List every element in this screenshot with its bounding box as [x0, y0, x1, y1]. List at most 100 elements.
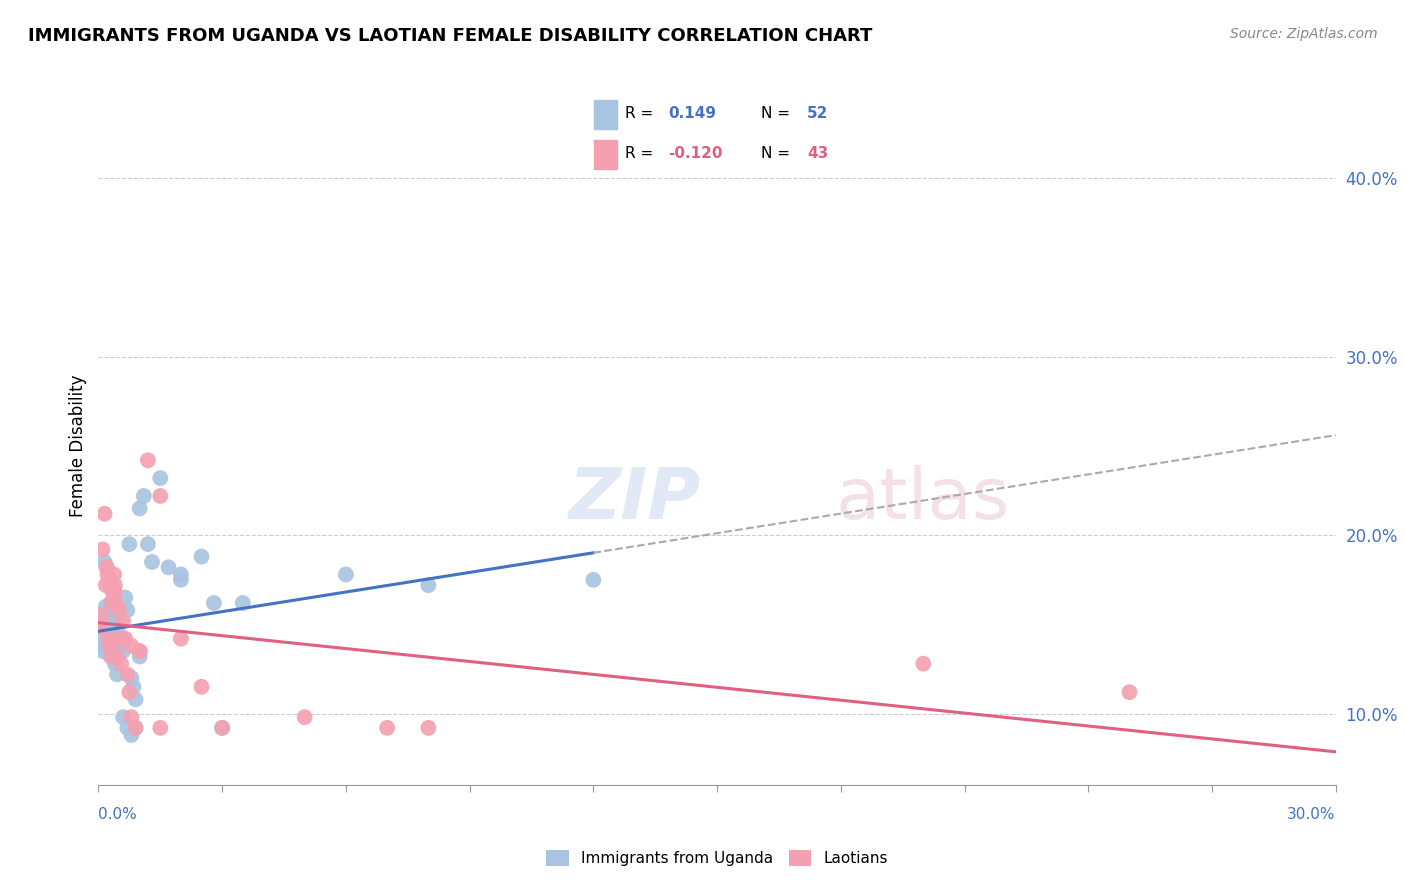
Point	[94, 578, 117, 592]
Point	[120, 710, 142, 724]
Point	[91, 542, 114, 557]
Point	[170, 567, 193, 582]
Point	[202, 596, 225, 610]
Point	[103, 617, 125, 632]
Text: atlas: atlas	[837, 465, 1011, 534]
Point	[136, 453, 159, 467]
Point	[114, 632, 136, 646]
Text: IMMIGRANTS FROM UGANDA VS LAOTIAN FEMALE DISABILITY CORRELATION CHART: IMMIGRANTS FROM UGANDA VS LAOTIAN FEMALE…	[28, 27, 873, 45]
Point	[100, 596, 122, 610]
Point	[117, 721, 139, 735]
Point	[112, 614, 135, 628]
Text: 52: 52	[807, 106, 828, 121]
Point	[93, 644, 115, 658]
Point	[105, 649, 128, 664]
Point	[90, 608, 112, 623]
Text: N =: N =	[761, 106, 790, 121]
Text: -0.120: -0.120	[668, 146, 723, 161]
Point	[104, 596, 127, 610]
Legend: Immigrants from Uganda, Laotians: Immigrants from Uganda, Laotians	[540, 844, 894, 872]
Point	[105, 667, 128, 681]
Point	[104, 649, 127, 664]
Point	[141, 555, 163, 569]
Text: 0.0%: 0.0%	[98, 807, 138, 822]
Point	[108, 614, 131, 628]
Point	[170, 573, 193, 587]
Point	[89, 626, 111, 640]
Point	[120, 728, 142, 742]
Point	[100, 603, 122, 617]
Point	[101, 649, 124, 664]
Point	[108, 632, 131, 646]
Point	[104, 578, 127, 592]
Point	[98, 639, 121, 653]
Text: ZIP: ZIP	[568, 465, 700, 534]
Point	[112, 710, 135, 724]
Point	[211, 721, 233, 735]
Point	[93, 555, 115, 569]
Point	[118, 537, 141, 551]
Point	[104, 644, 127, 658]
Point	[211, 721, 233, 735]
Point	[101, 585, 124, 599]
FancyBboxPatch shape	[593, 100, 617, 129]
Text: 0.149: 0.149	[668, 106, 716, 121]
FancyBboxPatch shape	[593, 140, 617, 169]
Point	[112, 632, 135, 646]
Point	[132, 489, 155, 503]
Point	[104, 585, 127, 599]
Point	[98, 632, 121, 646]
Text: N =: N =	[761, 146, 790, 161]
Point	[190, 680, 212, 694]
Point	[170, 632, 193, 646]
Point	[96, 567, 118, 582]
Text: 30.0%: 30.0%	[1288, 807, 1336, 822]
Point	[108, 639, 131, 653]
Point	[149, 471, 172, 485]
Point	[100, 578, 122, 592]
Point	[97, 632, 120, 646]
Point	[107, 626, 129, 640]
Point	[128, 649, 150, 664]
Point	[124, 721, 146, 735]
Point	[335, 567, 357, 582]
Text: R =: R =	[624, 146, 652, 161]
Point	[232, 596, 254, 610]
Point	[91, 639, 114, 653]
Point	[1118, 685, 1140, 699]
Point	[100, 649, 122, 664]
Point	[418, 721, 440, 735]
Point	[110, 657, 132, 671]
Point	[128, 644, 150, 658]
Point	[912, 657, 935, 671]
Point	[122, 680, 145, 694]
Point	[418, 578, 440, 592]
Point	[149, 489, 172, 503]
Point	[124, 721, 146, 735]
Point	[90, 614, 112, 628]
Point	[190, 549, 212, 564]
Point	[110, 635, 132, 649]
Point	[128, 644, 150, 658]
Point	[96, 608, 118, 623]
Point	[120, 639, 142, 653]
Point	[97, 639, 120, 653]
Point	[96, 614, 118, 628]
Point	[136, 537, 159, 551]
Point	[117, 667, 139, 681]
Point	[114, 591, 136, 605]
Point	[104, 657, 127, 671]
Point	[157, 560, 180, 574]
Point	[96, 560, 118, 574]
Point	[582, 573, 605, 587]
Point	[375, 721, 398, 735]
Y-axis label: Female Disability: Female Disability	[69, 375, 87, 517]
Point	[128, 501, 150, 516]
Point	[112, 644, 135, 658]
Point	[103, 567, 125, 582]
Point	[96, 635, 118, 649]
Point	[108, 603, 131, 617]
Point	[100, 621, 122, 635]
Text: Source: ZipAtlas.com: Source: ZipAtlas.com	[1230, 27, 1378, 41]
Point	[294, 710, 316, 724]
